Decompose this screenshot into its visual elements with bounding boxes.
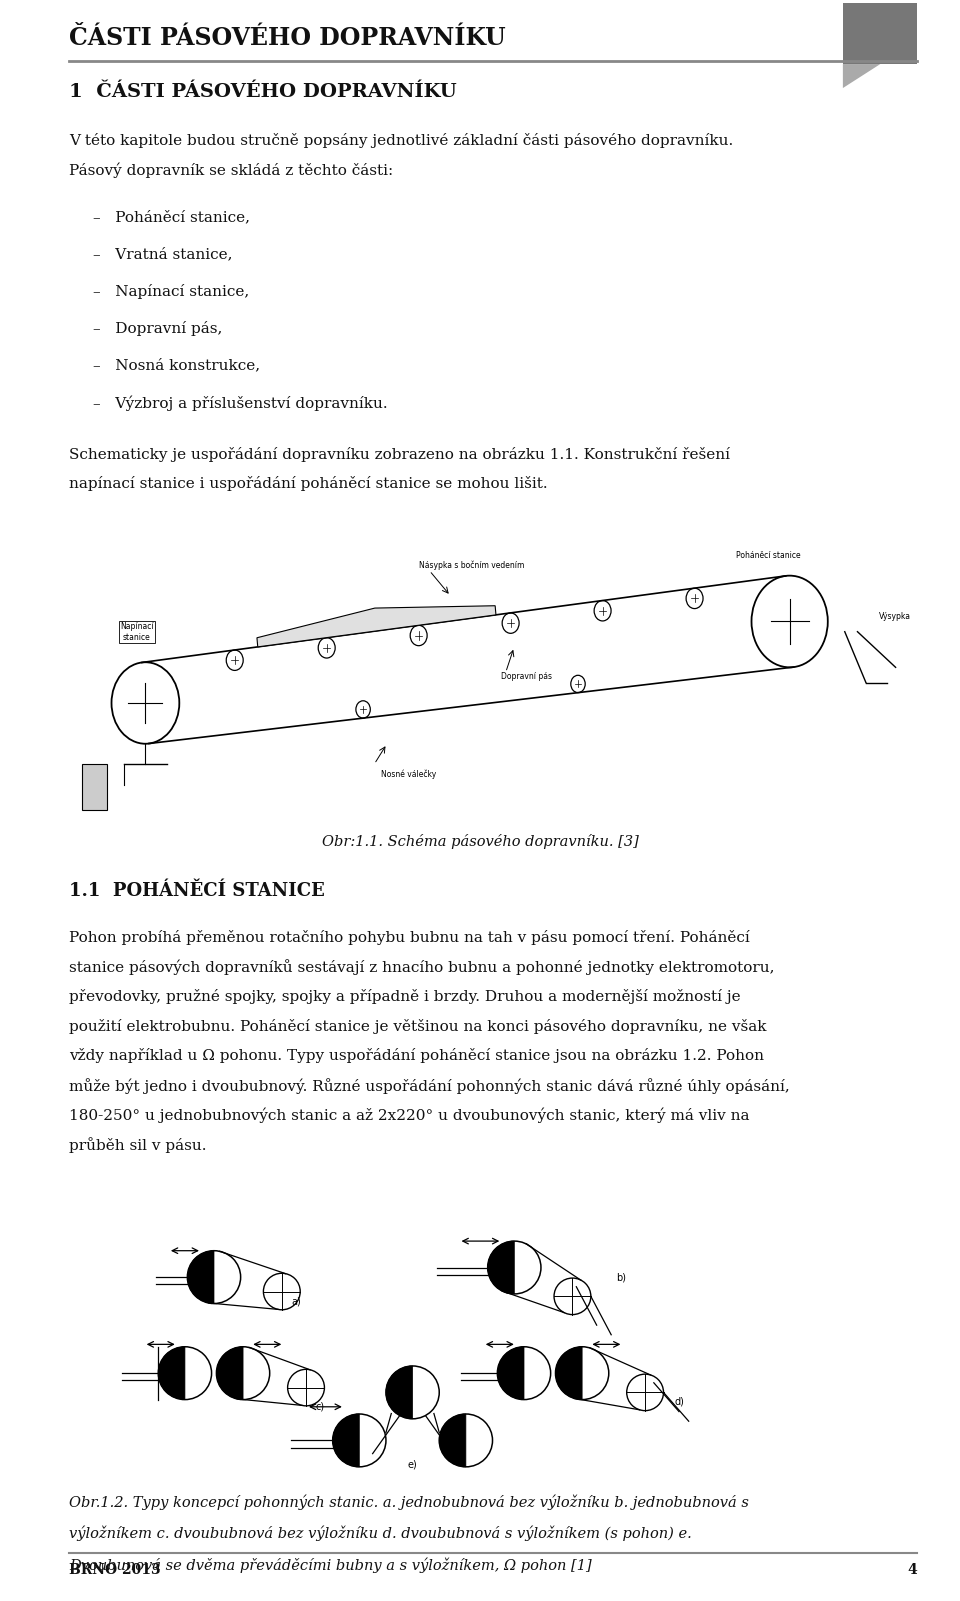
Wedge shape xyxy=(333,1414,359,1467)
Text: výložníkem c. dvoububnová bez výložníku d. dvoububnová s výložníkem (s pohon) e.: výložníkem c. dvoububnová bez výložníku … xyxy=(69,1526,692,1542)
Text: V této kapitole budou stručně popsány jednotlivé základní části pásového dopravn: V této kapitole budou stručně popsány je… xyxy=(69,133,733,147)
Wedge shape xyxy=(216,1346,243,1399)
Wedge shape xyxy=(440,1414,466,1467)
Text: použití elektrobubnu. Poháněcí stanice je většinou na konci pásového dopravníku,: použití elektrobubnu. Poháněcí stanice j… xyxy=(69,1018,767,1034)
Text: e): e) xyxy=(408,1460,418,1470)
Wedge shape xyxy=(497,1346,524,1399)
Wedge shape xyxy=(488,1241,515,1294)
Text: 1  ČÁSTI PÁSOVÉHO DOPRAVNÍKU: 1 ČÁSTI PÁSOVÉHO DOPRAVNÍKU xyxy=(69,83,457,101)
Text: průběh sil v pásu.: průběh sil v pásu. xyxy=(69,1137,206,1153)
Text: Nosné válečky: Nosné válečky xyxy=(380,768,436,778)
Text: d): d) xyxy=(674,1398,684,1407)
Text: ČÁSTI PÁSOVÉHO DOPRAVNÍKU: ČÁSTI PÁSOVÉHO DOPRAVNÍKU xyxy=(69,26,506,50)
Bar xyxy=(843,3,917,64)
Text: b): b) xyxy=(616,1273,626,1282)
Text: –   Nosná konstrukce,: – Nosná konstrukce, xyxy=(93,359,260,371)
Text: –   Napínací stanice,: – Napínací stanice, xyxy=(93,283,250,299)
Text: 180-250° u jednobubnových stanic a až 2x220° u dvoubunových stanic, který má vli: 180-250° u jednobubnových stanic a až 2x… xyxy=(69,1108,750,1122)
Text: BRNO 2013: BRNO 2013 xyxy=(69,1563,160,1577)
Text: Obr:1.1. Schéma pásového dopravníku. [3]: Obr:1.1. Schéma pásového dopravníku. [3] xyxy=(322,834,638,849)
Text: –   Poháněcí stanice,: – Poháněcí stanice, xyxy=(93,210,251,224)
Text: –   Výzbroj a příslušenství dopravníku.: – Výzbroj a příslušenství dopravníku. xyxy=(93,395,388,410)
Text: Schematicky je uspořádání dopravníku zobrazeno na obrázku 1.1. Konstrukční řešen: Schematicky je uspořádání dopravníku zob… xyxy=(69,447,731,461)
Wedge shape xyxy=(386,1366,413,1418)
Wedge shape xyxy=(158,1346,185,1399)
Text: stanice pásových dopravníků sestávají z hnacího bubnu a pohonné jednotky elektro: stanice pásových dopravníků sestávají z … xyxy=(69,959,775,975)
Bar xyxy=(82,764,108,810)
Text: Násypka s bočním vedením: Násypka s bočním vedením xyxy=(420,560,524,570)
Text: Pásový dopravník se skládá z těchto části:: Pásový dopravník se skládá z těchto část… xyxy=(69,162,394,178)
Text: –   Vratná stanice,: – Vratná stanice, xyxy=(93,247,232,261)
Text: a): a) xyxy=(292,1297,301,1306)
Text: Dvoubunová se dvěma převáděcími bubny a s výložníkem, Ω pohon [1]: Dvoubunová se dvěma převáděcími bubny a … xyxy=(69,1558,592,1572)
Text: Výsypka: Výsypka xyxy=(878,613,911,621)
Text: –   Dopravní pás,: – Dopravní pás, xyxy=(93,320,223,336)
Text: Obr.1.2. Typy koncepcí pohonných stanic. a. jednobubnová bez výložníku b. jednob: Obr.1.2. Typy koncepcí pohonných stanic.… xyxy=(69,1495,749,1510)
Polygon shape xyxy=(843,64,880,88)
Wedge shape xyxy=(556,1346,582,1399)
Text: c): c) xyxy=(316,1402,324,1412)
Text: může být jedno i dvoububnový. Různé uspořádání pohonných stanic dává různé úhly : může být jedno i dvoububnový. Různé uspo… xyxy=(69,1077,790,1093)
Wedge shape xyxy=(187,1250,214,1303)
Text: 1.1  POHÁNĚCÍ STANICE: 1.1 POHÁNĚCÍ STANICE xyxy=(69,882,324,900)
Polygon shape xyxy=(257,605,496,647)
Text: Pohon probíhá přeměnou rotačního pohybu bubnu na tah v pásu pomocí tření. Poháně: Pohon probíhá přeměnou rotačního pohybu … xyxy=(69,930,750,945)
Text: převodovky, pružné spojky, spojky a případně i brzdy. Druhou a modernější možnos: převodovky, pružné spojky, spojky a příp… xyxy=(69,989,741,1004)
Text: vždy například u Ω pohonu. Typy uspořádání poháněcí stanice jsou na obrázku 1.2.: vždy například u Ω pohonu. Typy uspořádá… xyxy=(69,1049,764,1063)
Text: napínací stanice i uspořádání poháněcí stanice se mohou lišit.: napínací stanice i uspořádání poháněcí s… xyxy=(69,477,548,492)
Text: Poháněcí stanice: Poháněcí stanice xyxy=(736,551,801,560)
Text: 4: 4 xyxy=(907,1563,917,1577)
Text: Dopravní pás: Dopravní pás xyxy=(501,672,552,682)
Text: Napínací
stanice: Napínací stanice xyxy=(120,623,154,642)
